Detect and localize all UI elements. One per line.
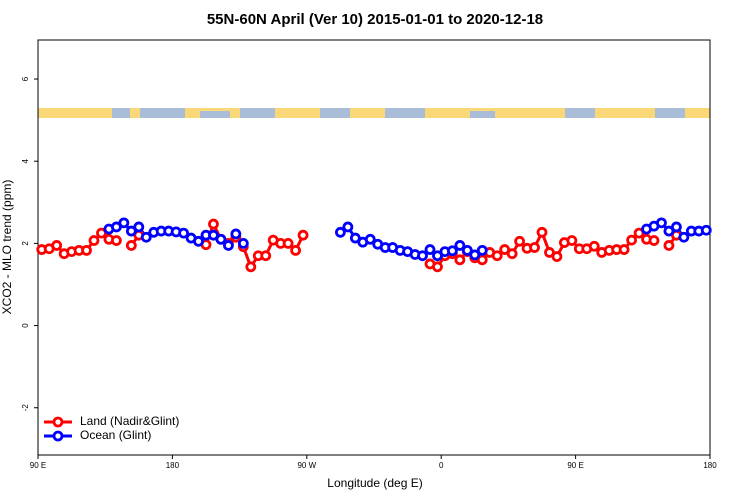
- point: [118, 217, 130, 229]
- land-strip: [38, 108, 710, 118]
- ocean-patch: [470, 111, 495, 118]
- point: [461, 244, 473, 256]
- x-tick-label: 90 W: [297, 461, 316, 470]
- point: [454, 254, 466, 266]
- point: [454, 240, 466, 251]
- point: [282, 237, 294, 249]
- point: [237, 237, 249, 249]
- x-tick-label: 0: [439, 461, 444, 470]
- point: [125, 240, 137, 251]
- x-tick-label: 180: [703, 461, 717, 470]
- point: [133, 221, 145, 233]
- point: [424, 244, 436, 255]
- point: [297, 229, 309, 241]
- point: [514, 235, 525, 247]
- point: [506, 248, 518, 260]
- ocean-patch: [112, 108, 130, 118]
- point: [245, 261, 257, 273]
- point: [446, 245, 458, 257]
- legend-label: Land (Nadir&Glint): [80, 414, 179, 428]
- ocean-patch: [200, 111, 230, 118]
- point: [491, 250, 503, 262]
- legend-marker: [52, 416, 64, 428]
- x-axis-label: Longitude (deg E): [327, 476, 422, 490]
- point: [671, 221, 682, 233]
- point: [140, 231, 152, 243]
- point: [260, 250, 272, 262]
- ocean-patch: [240, 108, 275, 118]
- point: [678, 231, 690, 243]
- point: [334, 226, 346, 238]
- x-tick-label: 180: [166, 461, 180, 470]
- point: [648, 235, 660, 246]
- ocean-patch: [320, 108, 350, 118]
- point: [178, 227, 190, 239]
- y-tick-label: 6: [21, 76, 30, 81]
- x-tick-label: 90 E: [567, 461, 583, 470]
- point: [230, 228, 242, 240]
- point: [588, 240, 600, 252]
- point: [51, 240, 63, 251]
- point: [364, 233, 376, 245]
- point: [476, 254, 488, 266]
- ocean-patch: [655, 108, 685, 118]
- ocean-patch: [565, 108, 595, 118]
- point: [208, 218, 219, 230]
- point: [529, 242, 540, 253]
- point: [111, 235, 122, 246]
- x-tick-label: 90 E: [30, 461, 46, 470]
- point: [566, 235, 578, 246]
- y-tick-label: 2: [21, 241, 30, 246]
- point: [469, 249, 481, 261]
- legend-marker: [52, 430, 64, 442]
- point: [81, 244, 92, 256]
- point: [700, 224, 712, 236]
- land-ocean-band: [38, 108, 710, 118]
- point: [215, 233, 227, 245]
- y-axis-label: XCO2 - MLO trend (ppm): [0, 180, 14, 315]
- point: [618, 244, 630, 255]
- point: [476, 244, 488, 256]
- ocean-patch: [140, 108, 185, 118]
- ocean-patch: [385, 108, 425, 118]
- point: [626, 234, 637, 246]
- point: [290, 244, 302, 256]
- y-tick-label: 4: [21, 158, 30, 163]
- point: [417, 250, 428, 262]
- point: [656, 217, 667, 229]
- y-tick-label: -2: [21, 404, 30, 412]
- legend-label: Ocean (Glint): [80, 428, 151, 442]
- y-tick-label: 0: [21, 323, 30, 328]
- point: [551, 251, 563, 262]
- point: [663, 240, 675, 251]
- point: [342, 221, 354, 233]
- point: [222, 240, 234, 251]
- chart-title: 55N-60N April (Ver 10) 2015-01-01 to 202…: [207, 11, 543, 28]
- point: [536, 226, 548, 238]
- point: [193, 235, 204, 247]
- point: [88, 235, 100, 246]
- point: [432, 261, 443, 273]
